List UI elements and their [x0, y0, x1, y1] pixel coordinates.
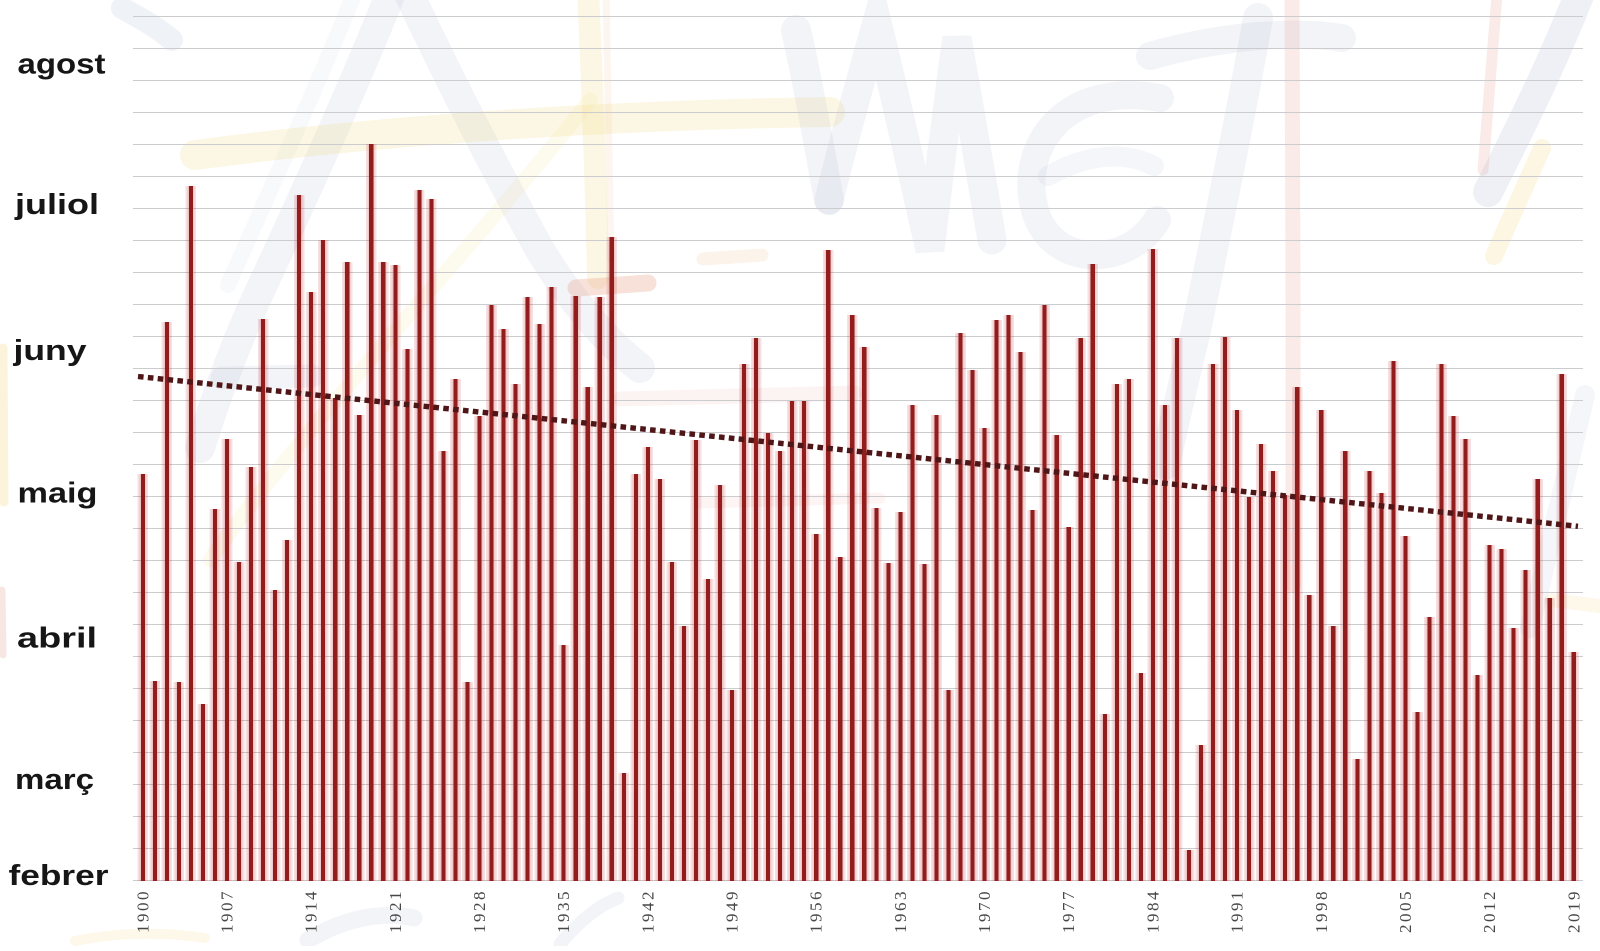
svg-text:maig: maig [18, 478, 98, 510]
svg-text:juliol: juliol [14, 189, 99, 221]
svg-text:agost: agost [18, 49, 107, 81]
svg-text:abril: abril [17, 623, 97, 655]
svg-text:juny: juny [12, 335, 86, 367]
svg-text:febrer: febrer [9, 860, 109, 892]
svg-text:març: març [15, 764, 94, 796]
